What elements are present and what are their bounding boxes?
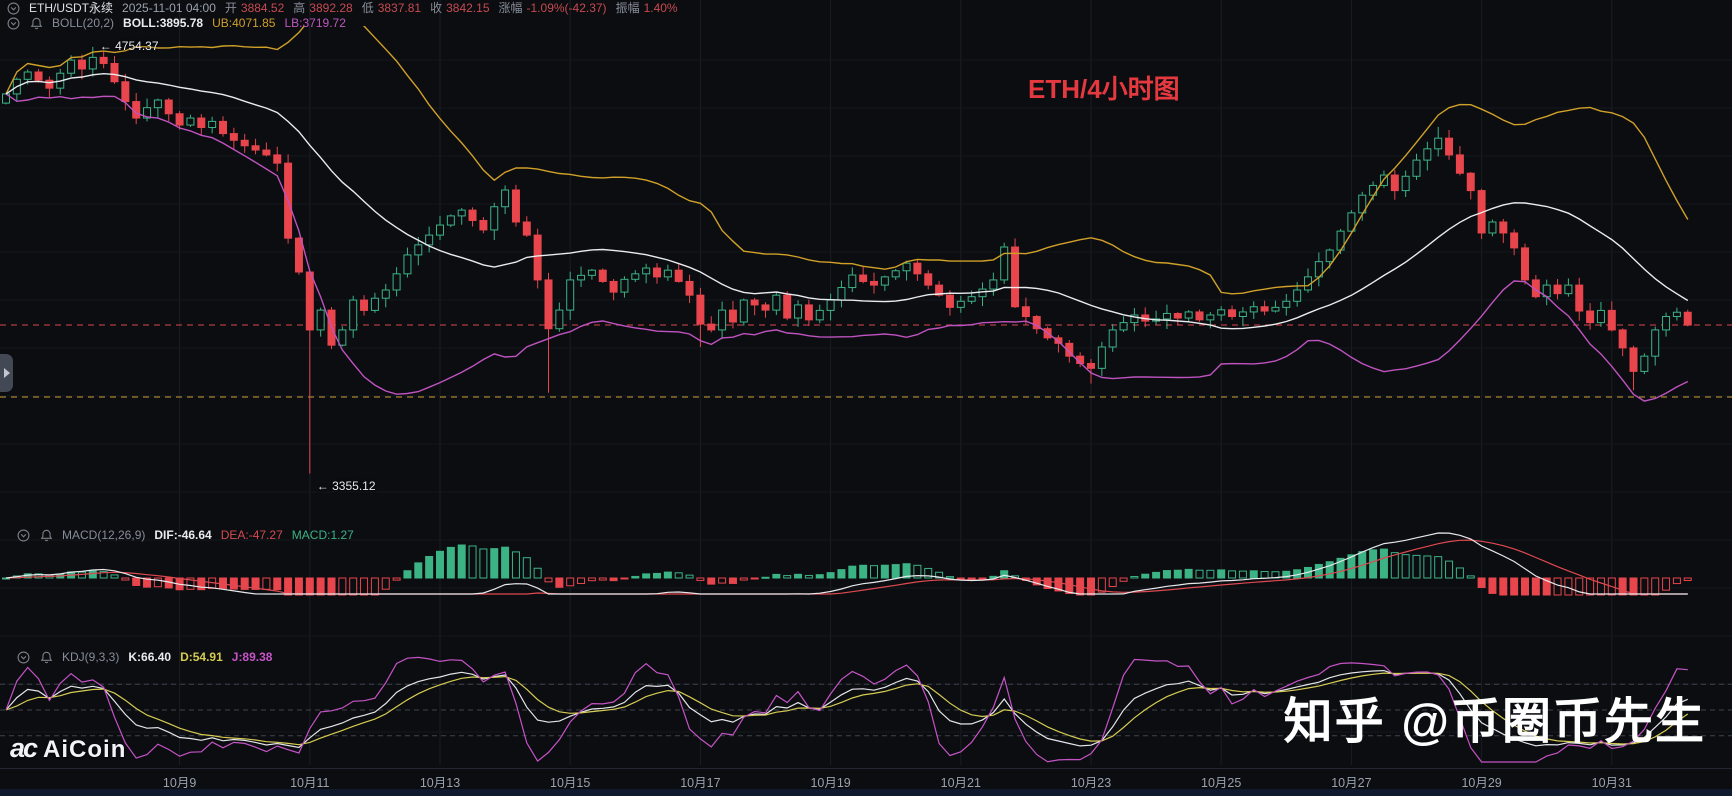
kdj-name: KDJ(9,3,3)	[62, 650, 120, 664]
x-axis-label: 10月21	[940, 776, 981, 790]
panel-expand-tab[interactable]	[0, 354, 13, 392]
symbol-name: ETH/USDT永续	[29, 1, 114, 15]
x-axis-label: 10月19	[810, 776, 851, 790]
kdj-pane[interactable]	[0, 656, 1732, 763]
x-axis-label: 10月31	[1591, 776, 1632, 790]
expand-arrow-icon	[3, 368, 10, 378]
x-axis-label: 10月11	[290, 776, 330, 790]
x-axis-label: 10月25	[1201, 776, 1242, 790]
price-annotation: ← 4754.37	[99, 38, 159, 53]
amplitude-field: 振幅 1.40%	[615, 1, 678, 15]
boll-name: BOLL(20,2)	[52, 16, 115, 30]
instrument-header: ETH/USDT永续 2025-11-01 04:00 开 3884.52 高 38…	[6, 1, 678, 15]
timeframe-label: ETH/4小时图	[1028, 74, 1180, 104]
x-axis-label: 10月13	[419, 776, 461, 790]
boll-lb-value: LB:3719.72	[284, 16, 346, 30]
change-field: 涨幅 -1.09%(-42.37)	[498, 1, 607, 15]
collapse-chevron-icon[interactable]	[16, 528, 30, 542]
macd-dea-line	[5, 539, 1688, 595]
collapse-chevron-icon[interactable]	[6, 1, 20, 15]
kdj-header: KDJ(9,3,3) K:66.40 D:54.91 J:89.38	[16, 650, 272, 664]
x-axis-label: 10月29	[1461, 776, 1502, 790]
kdj-d-value: D:54.91	[180, 650, 223, 664]
alert-bell-icon[interactable]	[39, 650, 53, 664]
kdj-k-value: K:66.40	[128, 650, 172, 664]
boll-mid-value: BOLL:3895.78	[123, 16, 204, 30]
high-field: 高 3892.28	[293, 1, 353, 15]
low-field: 低 3837.81	[361, 1, 422, 15]
alert-bell-icon[interactable]	[39, 528, 53, 542]
macd-hist-value: MACD:1.27	[291, 528, 354, 542]
boll-header: BOLL(20,2) BOLL:3895.78 UB:4071.85 LB:37…	[6, 16, 346, 30]
macd-dif-value: DIF:-46.64	[154, 528, 212, 542]
open-field: 开 3884.52	[224, 1, 285, 15]
watermark: 知乎 @币圈币先生	[1283, 695, 1706, 749]
x-axis-label: 10月23	[1070, 776, 1112, 790]
x-axis-label: 10月27	[1331, 776, 1372, 790]
candle-datetime: 2025-11-01 04:00	[122, 1, 216, 15]
kdj-j-line	[5, 656, 1688, 763]
boll-upper-line	[5, 26, 1689, 295]
macd-name: MACD(12,26,9)	[62, 528, 146, 542]
macd-dif-line	[5, 532, 1688, 595]
macd-pane[interactable]	[2, 532, 1692, 596]
x-axis: 10月9 10月11 10月13 10月15 10月17 10月19 10月21 10月23 1…	[0, 768, 1732, 791]
collapse-chevron-icon[interactable]	[16, 650, 30, 664]
x-axis-label: 10月15	[550, 776, 591, 790]
boll-lower-line	[5, 93, 1689, 402]
x-axis-label: 10月9	[162, 776, 197, 790]
price-annotation: ← 3355.12	[316, 479, 376, 494]
boll-mid-line	[5, 72, 1689, 330]
alert-bell-icon[interactable]	[29, 16, 43, 30]
aicoin-logo-text: AiCoin	[43, 736, 127, 763]
main-pane[interactable]	[0, 14, 1732, 474]
aicoin-logo: ac AiCoin	[10, 733, 126, 764]
candles-layer	[2, 46, 1692, 474]
timeline-scrollbar[interactable]	[0, 789, 1732, 796]
x-axis-label: 10月17	[680, 776, 721, 790]
kdj-j-value: J:89.38	[231, 650, 273, 664]
boll-ub-value: UB:4071.85	[212, 16, 276, 30]
aicoin-logo-mark: ac	[10, 733, 38, 763]
macd-dea-value: DEA:-47.27	[220, 528, 283, 542]
collapse-chevron-icon[interactable]	[6, 16, 20, 30]
macd-header: MACD(12,26,9) DIF:-46.64 DEA:-47.27 MACD…	[16, 528, 354, 542]
close-field: 收 3842.15	[430, 1, 490, 15]
